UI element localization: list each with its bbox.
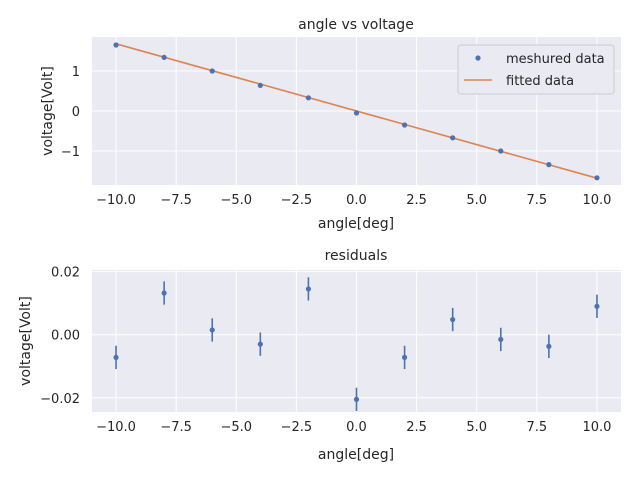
y-tick-label: 0.02 bbox=[51, 266, 80, 281]
x-tick-label: −2.5 bbox=[281, 420, 313, 435]
bottom-x-tick-labels: −10.0 −7.5 −5.0 −2.5 0.0 2.5 5.0 7.5 10.0 bbox=[96, 420, 611, 435]
top-chart-title: angle vs voltage bbox=[298, 17, 414, 33]
legend-marker-measured bbox=[475, 55, 481, 61]
residual-point bbox=[498, 336, 504, 343]
x-tick-label: −10.0 bbox=[96, 420, 136, 435]
residual-point bbox=[353, 396, 360, 402]
x-tick-label: −10.0 bbox=[96, 193, 136, 208]
top-x-tick-labels: −10.0 −7.5 −5.0 −2.5 0.0 2.5 5.0 7.5 10.0 bbox=[96, 193, 611, 208]
bottom-y-axis-label: voltage[Volt] bbox=[18, 296, 34, 386]
y-tick-label: 1 bbox=[72, 65, 80, 80]
data-point bbox=[498, 148, 504, 154]
x-tick-label: 7.5 bbox=[526, 193, 547, 208]
data-point bbox=[113, 42, 119, 48]
top-y-axis-label: voltage[Volt] bbox=[40, 66, 56, 156]
x-tick-label: −5.0 bbox=[220, 420, 252, 435]
x-tick-label: −2.5 bbox=[281, 193, 313, 208]
bottom-y-tick-labels: −0.02 0.00 0.02 bbox=[40, 266, 80, 407]
x-tick-label: −7.5 bbox=[160, 193, 192, 208]
residual-point bbox=[161, 290, 167, 296]
data-point bbox=[594, 175, 600, 181]
x-tick-label: −7.5 bbox=[160, 420, 192, 435]
residual-point bbox=[113, 354, 119, 361]
data-point bbox=[305, 95, 312, 101]
y-tick-label: 0 bbox=[72, 105, 80, 120]
data-point bbox=[546, 162, 552, 168]
legend-box bbox=[457, 44, 615, 95]
y-tick-label: −0.02 bbox=[40, 392, 80, 407]
legend-label-measured: meshured data bbox=[506, 52, 605, 67]
x-tick-label: 0.0 bbox=[346, 193, 367, 208]
bottom-grid bbox=[92, 270, 621, 412]
x-tick-label: 2.5 bbox=[406, 420, 427, 435]
residual-point bbox=[209, 327, 215, 333]
x-tick-label: 5.0 bbox=[466, 420, 487, 435]
residual-point bbox=[594, 303, 600, 309]
x-tick-label: −5.0 bbox=[220, 193, 252, 208]
data-point bbox=[161, 54, 167, 61]
residual-point bbox=[401, 354, 408, 361]
residual-point bbox=[257, 341, 263, 347]
data-point bbox=[401, 122, 408, 128]
data-point bbox=[353, 110, 360, 116]
x-tick-label: 0.0 bbox=[346, 420, 367, 435]
top-legend: meshured data fitted data bbox=[457, 44, 615, 95]
x-tick-label: 2.5 bbox=[406, 193, 427, 208]
data-point bbox=[209, 68, 215, 74]
residual-point bbox=[546, 343, 552, 349]
top-data-marks bbox=[113, 42, 600, 181]
residuals-chart: −10.0 −7.5 −5.0 −2.5 0.0 2.5 5.0 7.5 10.0 −0.02 0… bbox=[18, 248, 621, 463]
data-point bbox=[450, 135, 456, 141]
x-tick-label: 5.0 bbox=[466, 193, 487, 208]
bottom-x-axis-label: angle[deg] bbox=[318, 447, 394, 463]
residual-point bbox=[450, 316, 456, 323]
bottom-data-marks bbox=[113, 277, 600, 412]
y-tick-label: −1 bbox=[61, 145, 80, 160]
residual-point bbox=[305, 286, 312, 292]
y-tick-label: 0.00 bbox=[51, 329, 80, 344]
bottom-chart-title: residuals bbox=[325, 248, 388, 264]
top-x-axis-label: angle[deg] bbox=[318, 216, 394, 232]
data-point bbox=[257, 82, 263, 88]
top-y-tick-labels: −1 0 1 bbox=[61, 65, 80, 160]
x-tick-label: 10.0 bbox=[582, 420, 611, 435]
legend-label-fitted: fitted data bbox=[506, 74, 574, 89]
x-tick-label: 7.5 bbox=[526, 420, 547, 435]
angle-voltage-chart: −10.0 −7.5 −5.0 −2.5 0.0 2.5 5.0 7.5 10.0 −1 0 1 a… bbox=[40, 17, 621, 232]
x-tick-label: 10.0 bbox=[582, 193, 611, 208]
